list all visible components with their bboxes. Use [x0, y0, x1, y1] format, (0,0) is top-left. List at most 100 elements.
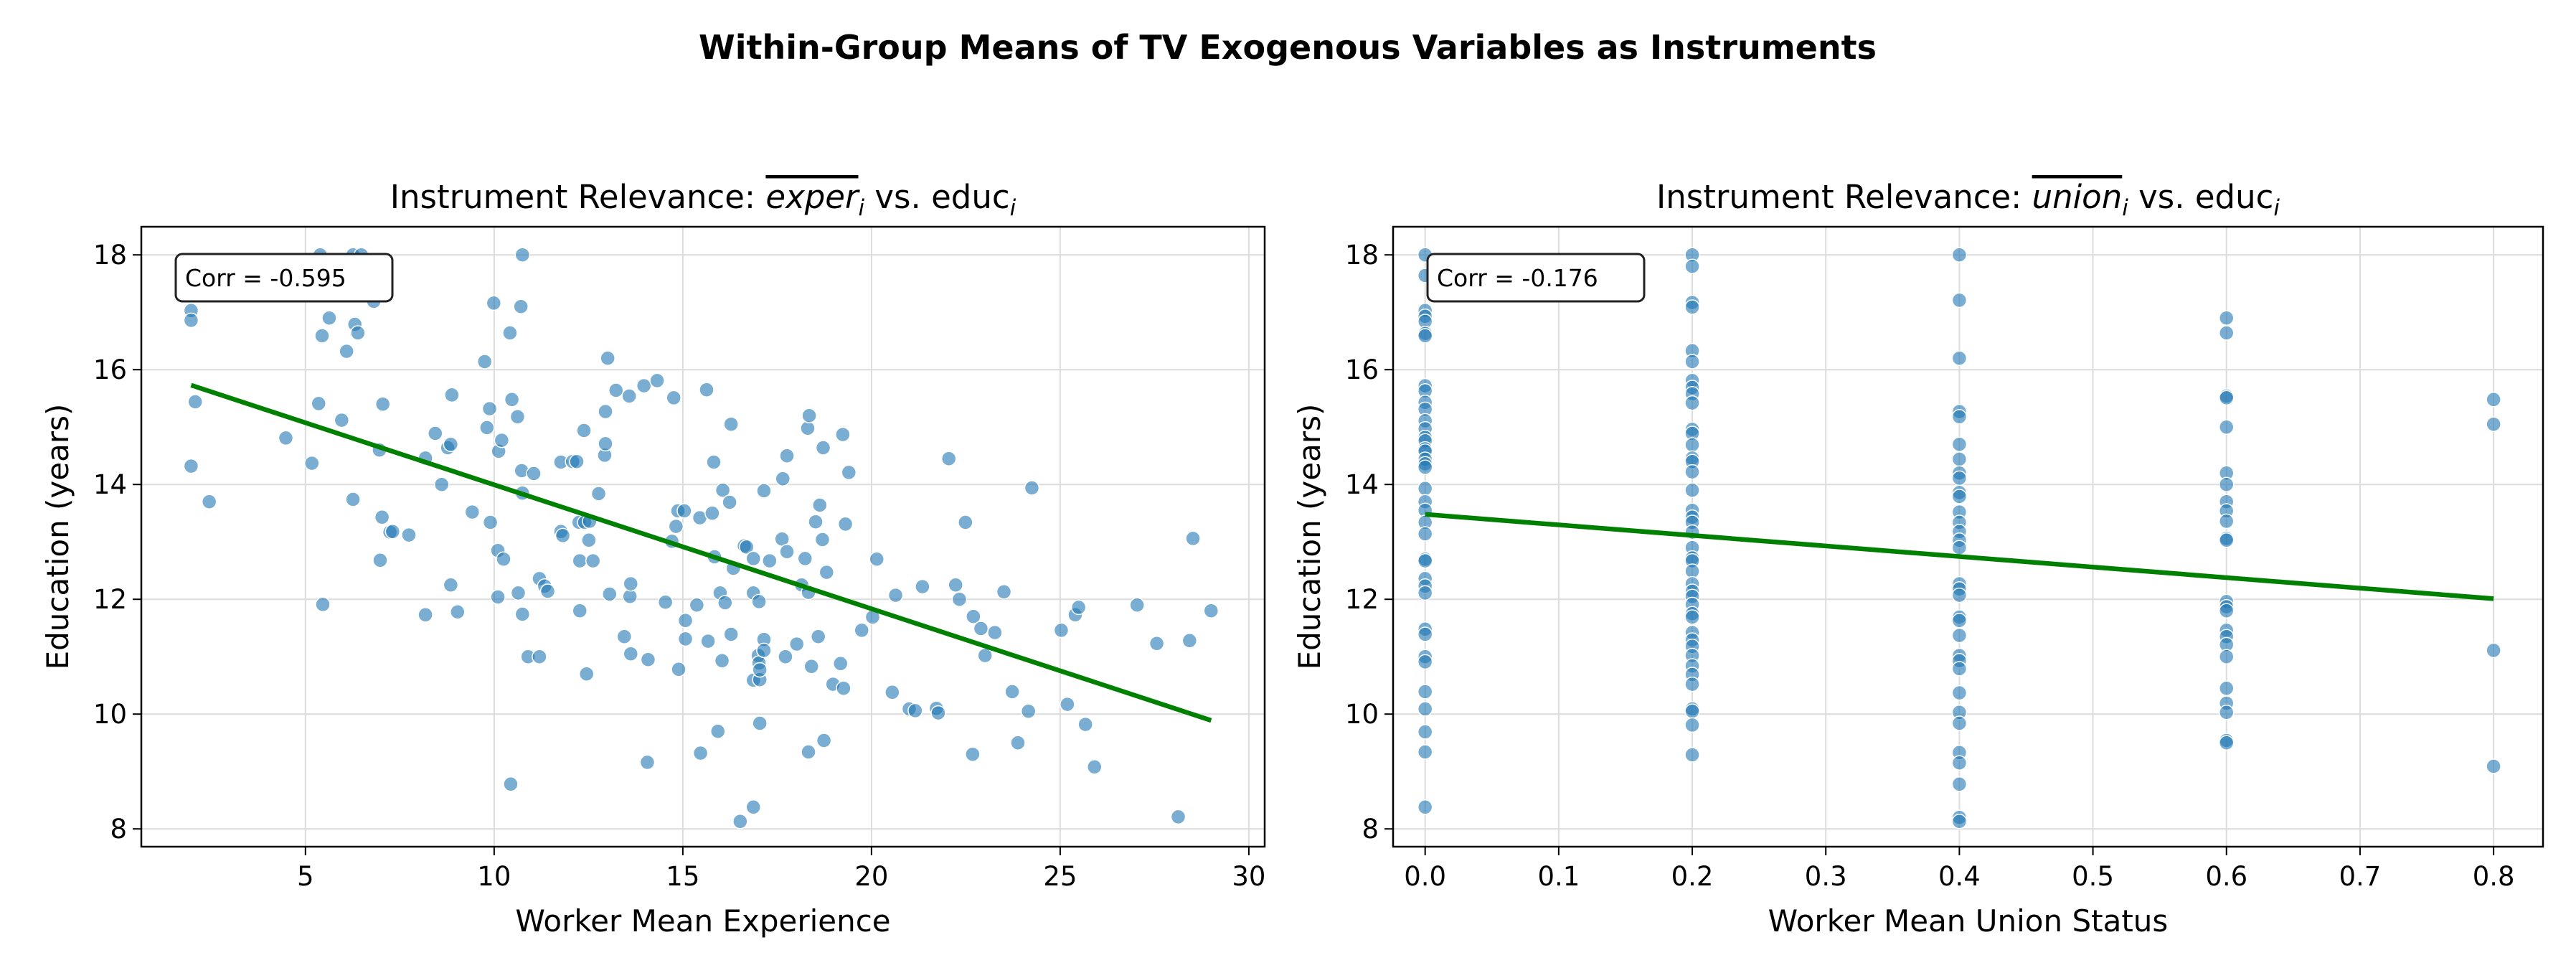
x-tick-label: 0.1: [1537, 861, 1580, 892]
data-point: [504, 392, 520, 408]
corr-annotation-box: [174, 253, 394, 303]
data-point: [869, 551, 884, 567]
data-point: [201, 494, 217, 509]
x-tick-label: 0.6: [2205, 861, 2247, 892]
data-point: [958, 514, 973, 530]
data-point: [481, 400, 498, 417]
x-tick-label: 0.2: [1671, 861, 1714, 892]
data-point: [1951, 661, 1968, 677]
data-point: [513, 298, 529, 314]
data-point: [1181, 633, 1198, 649]
data-point: [907, 702, 923, 719]
data-point: [1053, 622, 1070, 639]
data-point: [1684, 482, 1700, 498]
data-point: [479, 420, 495, 436]
data-point: [1684, 703, 1700, 719]
axes-frame: [1392, 225, 2544, 848]
data-point: [311, 395, 326, 412]
data-point: [835, 426, 851, 443]
data-point: [816, 733, 832, 748]
data-point: [539, 583, 556, 599]
data-point: [183, 312, 199, 329]
data-point: [581, 532, 597, 548]
data-point: [973, 621, 989, 636]
data-point: [514, 606, 531, 622]
data-point: [2219, 735, 2235, 751]
data-point: [2219, 649, 2235, 664]
data-point: [417, 607, 433, 623]
data-point: [1417, 684, 1433, 700]
data-point: [640, 652, 656, 667]
data-point: [1417, 328, 1433, 344]
x-axis-label: Worker Mean Experience: [515, 903, 890, 939]
data-point: [502, 325, 518, 341]
data-point: [778, 649, 793, 664]
data-point: [1020, 703, 1037, 719]
data-point: [797, 550, 813, 567]
data-point: [1417, 799, 1433, 815]
data-point: [639, 754, 656, 771]
data-point: [714, 653, 730, 669]
data-point: [668, 518, 684, 535]
data-point: [800, 420, 816, 436]
data-point: [602, 586, 618, 602]
title-prefix: Instrument Relevance:: [390, 178, 766, 216]
y-tick-label: 12: [93, 584, 127, 615]
data-point: [1148, 636, 1165, 652]
data-point: [509, 409, 526, 425]
data-point: [700, 633, 716, 649]
data-point: [1951, 776, 1968, 792]
x-tick-label: 25: [1043, 861, 1077, 892]
data-point: [1185, 530, 1201, 547]
data-point: [1951, 627, 1968, 644]
data-point: [751, 593, 767, 610]
data-point: [494, 432, 510, 448]
data-point: [486, 295, 502, 311]
data-point: [482, 514, 499, 530]
data-point: [514, 247, 531, 263]
x-tick-label: 0.4: [1938, 861, 1981, 892]
data-point: [315, 596, 331, 613]
data-point: [1951, 350, 1968, 366]
data-point: [598, 403, 613, 420]
data-point: [812, 497, 828, 513]
data-point: [722, 494, 737, 510]
subplot-experience: 5 10 15 20 25 30 8 10 12 14 16 18 Worker Mean Experi…: [40, 178, 1265, 939]
x-tick-label: 0.0: [1404, 861, 1446, 892]
data-point: [1417, 459, 1433, 475]
y-tick-label: 14: [93, 469, 127, 500]
x-tick-label: 20: [854, 861, 888, 892]
data-point: [2219, 603, 2235, 619]
title-prefix: Instrument Relevance:: [1656, 178, 2032, 216]
data-point: [428, 425, 443, 441]
data-point: [706, 454, 722, 470]
data-point: [966, 608, 981, 624]
data-point: [2486, 758, 2501, 774]
data-point: [1417, 526, 1433, 542]
data-point: [884, 685, 900, 700]
title-var: union: [2032, 178, 2123, 216]
data-point: [1951, 409, 1968, 425]
data-point: [2219, 419, 2235, 435]
data-point: [951, 591, 968, 607]
data-point: [779, 448, 795, 464]
data-point: [1951, 247, 1968, 263]
data-point: [401, 527, 417, 543]
data-point: [887, 587, 904, 603]
data-point: [1684, 609, 1700, 625]
data-point: [1087, 759, 1103, 775]
data-point: [2486, 416, 2501, 432]
data-point: [810, 629, 826, 644]
data-point: [1417, 626, 1433, 642]
data-point: [510, 585, 527, 601]
data-point: [1951, 587, 1968, 603]
data-point: [2219, 310, 2235, 326]
subplot-union: 0.0 0.1 0.2 0.3 0.4 0.5 0.6 0.7 0.8 8 10 12 14 16 18 Wo…: [1292, 178, 2544, 939]
data-point: [1060, 696, 1075, 713]
data-point: [1951, 685, 1968, 701]
data-point: [374, 509, 390, 525]
corr-annotation: Corr = -0.176: [1437, 264, 1598, 292]
data-point: [775, 471, 791, 486]
data-point: [374, 396, 391, 412]
